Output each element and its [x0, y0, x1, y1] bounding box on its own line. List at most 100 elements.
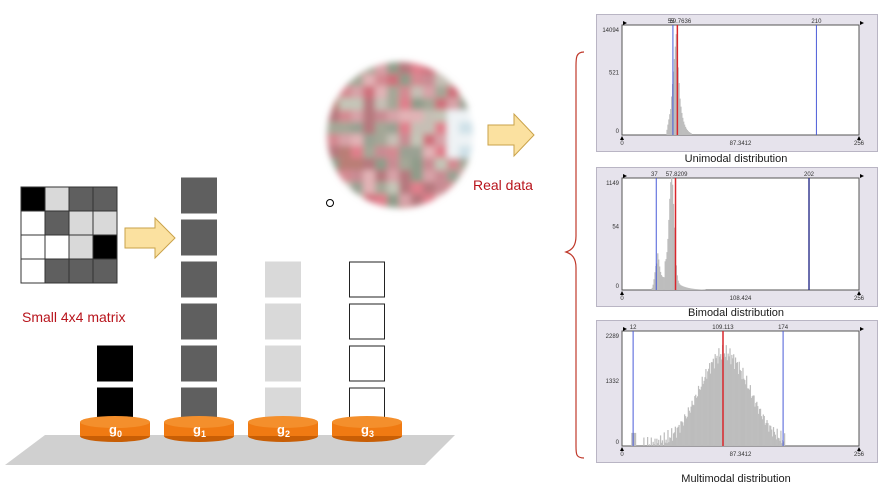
sphere-pixel — [375, 110, 387, 122]
sphere-pixel — [459, 86, 471, 98]
histogram-bar — [771, 436, 774, 446]
sphere-pixel — [327, 86, 339, 98]
histogram-bar — [654, 438, 656, 446]
matrix-cell — [44, 186, 70, 212]
sphere-pixel — [459, 182, 471, 194]
histogram-bar — [779, 440, 781, 446]
histogram-bar — [694, 396, 696, 446]
histogram-bar — [643, 437, 645, 446]
histogram-bar — [681, 112, 683, 135]
sphere-pixel — [387, 182, 399, 194]
histogram-bar — [732, 358, 734, 446]
histogram-bar — [753, 395, 755, 446]
sphere-pixel — [411, 110, 423, 122]
sphere-pixel — [411, 122, 423, 134]
histogram-bar — [669, 437, 671, 446]
sphere-pixel — [327, 62, 339, 74]
sphere-pixel — [363, 206, 375, 208]
sphere-pixel — [351, 62, 363, 74]
sphere-pixel — [363, 74, 375, 86]
histogram-bar — [734, 369, 736, 446]
histogram-bar — [685, 287, 688, 290]
sphere-pixel — [363, 134, 375, 146]
sphere-pixel — [399, 194, 411, 206]
histogram-unimodal: 14094 521 0 55 59.7636 210 0 87.3412 256 — [596, 14, 878, 152]
histogram-bar — [749, 385, 751, 446]
sphere-pixel — [339, 182, 351, 194]
sphere-pixel — [339, 206, 351, 208]
sphere-pixel — [399, 122, 411, 134]
histogram-bar — [691, 400, 693, 446]
histogram-bar — [752, 395, 754, 446]
histogram-bar — [680, 106, 682, 135]
sphere-pixel — [447, 74, 459, 86]
histogram-bar — [741, 379, 743, 446]
histogram-bar — [652, 441, 654, 446]
histogram-bar — [682, 286, 684, 290]
sphere-pixel — [435, 206, 447, 208]
histogram-bar — [773, 431, 776, 446]
histogram-bar — [680, 285, 682, 290]
histogram-bar — [728, 356, 730, 446]
sphere-pixel — [351, 194, 363, 206]
histogram-bar — [684, 414, 686, 446]
sphere-pixel — [375, 206, 387, 208]
histogram-bar — [678, 283, 680, 290]
sphere-pixel — [387, 62, 399, 74]
histogram-bar — [764, 424, 766, 446]
histogram-bar — [666, 443, 668, 446]
sphere-pixel — [459, 146, 471, 158]
histogram-bar — [673, 59, 676, 135]
histogram-bar — [733, 354, 735, 446]
sphere-pixel — [423, 98, 435, 110]
matrix-cell — [44, 258, 70, 284]
matrix-cell — [68, 186, 94, 212]
caption-bimodal: Bimodal distribution — [688, 307, 784, 319]
histogram-bar — [659, 271, 662, 290]
histogram-bar — [672, 71, 675, 135]
y-tick-label: 521 — [609, 71, 620, 77]
sphere-pixel — [363, 158, 375, 170]
sphere-pixel — [459, 98, 471, 110]
sphere-pixel — [363, 194, 375, 206]
sphere-pixel — [471, 206, 473, 208]
histogram-bar — [711, 362, 714, 446]
corner-arrow-marker — [623, 327, 627, 331]
y-tick-label: 54 — [612, 224, 619, 230]
sphere-pixel — [327, 110, 339, 122]
x-tick-label: 256 — [854, 296, 865, 302]
histogram-bar — [699, 389, 701, 446]
x-tick-label: 256 — [854, 452, 865, 458]
caption-multimodal: Multimodal distribution — [681, 473, 791, 485]
histogram-bar — [679, 432, 681, 446]
histogram-bar — [716, 355, 718, 446]
group-label-subscript: 3 — [369, 429, 374, 439]
histogram-bar — [742, 367, 744, 446]
histogram-bar — [762, 414, 764, 446]
sphere-pixel — [411, 62, 423, 74]
sphere-pixel — [435, 146, 447, 158]
histogram-bar — [665, 259, 667, 290]
histogram-bar — [678, 83, 680, 135]
histogram-bar — [760, 416, 763, 446]
histogram-multimodal: 2289 1332 0 12 109.113 174 0 87.3412 256 — [596, 320, 878, 463]
top-marker-label: 202 — [804, 172, 815, 178]
histogram-bar — [686, 416, 689, 446]
histogram-bar — [668, 119, 670, 135]
histogram-bar — [670, 109, 672, 135]
histogram-bar — [657, 443, 659, 446]
histogram-bar — [689, 288, 691, 290]
sphere-pixel — [387, 194, 399, 206]
sphere-pixel — [375, 158, 387, 170]
histogram-bar — [681, 285, 683, 290]
sphere-pixel — [387, 134, 399, 146]
group-block — [265, 303, 301, 340]
sphere-pixel — [399, 134, 411, 146]
matrix-cell — [44, 234, 70, 260]
histogram-bar — [670, 182, 672, 290]
sphere-pixel — [435, 122, 447, 134]
histogram-bar — [695, 394, 697, 446]
top-marker-label: 12 — [630, 325, 637, 331]
sphere-pixel — [447, 194, 459, 206]
group-block — [181, 303, 217, 340]
